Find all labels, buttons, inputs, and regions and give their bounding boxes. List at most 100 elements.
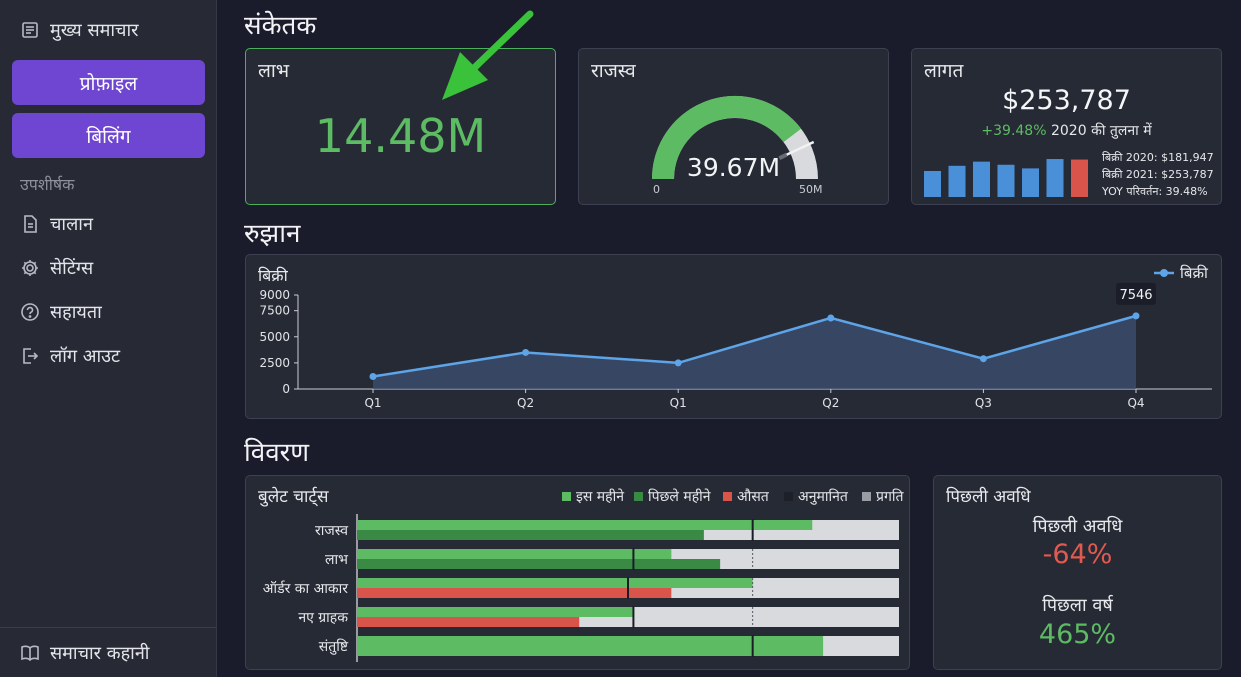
nav-top-news[interactable]: मुख्य समाचार bbox=[20, 18, 139, 42]
billing-button[interactable]: बिलिंग bbox=[12, 113, 205, 158]
legend-label: इस महीने bbox=[576, 489, 624, 505]
cost-legend-yoy: YOY परिवर्तन: 39.48% bbox=[1102, 185, 1208, 198]
trend-card-title: बिक्री bbox=[258, 266, 288, 285]
revenue-card[interactable]: राजस्व 39.67M 0 50M bbox=[578, 48, 889, 205]
bullet-legend-item[interactable]: प्रगति bbox=[862, 487, 903, 506]
bullet-row-label: ऑर्डर का आकार bbox=[262, 581, 348, 597]
x-tick-label: Q1 bbox=[670, 396, 687, 410]
data-point[interactable] bbox=[522, 348, 530, 356]
help-icon bbox=[21, 303, 39, 321]
data-point[interactable] bbox=[979, 355, 987, 363]
bullet-bar-previous[interactable] bbox=[357, 588, 672, 598]
bullet-row-label: नए ग्राहक bbox=[298, 610, 348, 626]
legend-label: औसत bbox=[737, 489, 769, 505]
sidebar-item-invoice[interactable]: चालान bbox=[20, 212, 93, 236]
bullet-card[interactable]: बुलेट चार्ट्स इस महीने पिछले महीने औसत अनुम… bbox=[245, 475, 910, 670]
x-tick-label: Q4 bbox=[1127, 396, 1144, 410]
profit-value: 14.48M bbox=[314, 109, 487, 163]
bullet-bar-current[interactable] bbox=[357, 578, 753, 588]
legend-label: अनुमानित bbox=[798, 489, 848, 505]
trend-card[interactable]: बिक्री 0 2500 5000 7500 9000 Q1 Q2 Q1 Q2 Q3 Q4 7546… bbox=[245, 254, 1222, 419]
gear-icon bbox=[22, 260, 38, 276]
cost-legend-2020: बिक्री 2020: $181,947 bbox=[1102, 151, 1214, 164]
x-tick-label: Q3 bbox=[975, 396, 992, 410]
section-title-details: विवरण bbox=[244, 438, 310, 468]
section-title-trends: रुझान bbox=[244, 219, 301, 249]
x-tick-label: Q1 bbox=[364, 396, 381, 410]
legend-label: पिछले महीने bbox=[648, 489, 711, 505]
legend-swatch bbox=[723, 492, 732, 501]
profile-button[interactable]: प्रोफ़ाइल bbox=[12, 60, 205, 105]
y-tick-label: 5000 bbox=[259, 330, 290, 344]
sidebar-item-settings[interactable]: सेटिंग्स bbox=[20, 256, 93, 280]
logout-icon bbox=[23, 348, 39, 364]
gauge-target-shadow bbox=[778, 152, 788, 160]
section-title-indicators: संकेतक bbox=[244, 11, 317, 41]
bullet-row-label: लाभ bbox=[325, 552, 348, 568]
cost-bar bbox=[1071, 159, 1088, 197]
bullet-legend-item[interactable]: इस महीने bbox=[562, 487, 624, 506]
trend-chart: 0 2500 5000 7500 9000 Q1 Q2 Q1 Q2 Q3 Q4 7546 बिक्री bbox=[259, 264, 1212, 410]
bullet-legend-item[interactable]: अनुमानित bbox=[784, 487, 848, 506]
gauge-value: 39.67M bbox=[686, 153, 781, 182]
bullet-legend-item[interactable]: पिछले महीने bbox=[634, 487, 711, 506]
bullet-bar-current[interactable] bbox=[357, 549, 672, 559]
cost-change-text: 2020 की तुलना में bbox=[1050, 123, 1152, 139]
cost-value: $253,787 bbox=[1002, 85, 1131, 116]
legend-swatch bbox=[562, 492, 571, 501]
cost-card[interactable]: लागत $253,787 +39.48% 2020 की तुलना में … bbox=[911, 48, 1222, 205]
sidebar-divider bbox=[0, 627, 217, 628]
gauge-min-label: 0 bbox=[653, 183, 660, 196]
cost-change-pct: +39.48% bbox=[981, 123, 1047, 139]
bullet-chart bbox=[356, 514, 899, 662]
previous-period-value: -64% bbox=[1042, 539, 1113, 570]
bullet-bar-previous[interactable] bbox=[357, 530, 704, 540]
bullet-bar-current[interactable] bbox=[357, 520, 813, 530]
y-tick-label: 0 bbox=[282, 382, 290, 396]
profit-card-title: लाभ bbox=[258, 60, 290, 82]
series-line bbox=[372, 314, 1137, 378]
x-tick-label: Q2 bbox=[822, 396, 839, 410]
legend-label: प्रगति bbox=[876, 489, 904, 505]
data-point[interactable] bbox=[674, 359, 682, 367]
previous-card[interactable]: पिछली अवधि पिछली अवधि -64% पिछला वर्ष 46… bbox=[933, 475, 1222, 670]
gauge-target-marker bbox=[786, 140, 815, 156]
data-point[interactable] bbox=[1132, 312, 1140, 320]
bullet-bar-previous[interactable] bbox=[357, 646, 824, 656]
data-point[interactable] bbox=[827, 314, 835, 322]
previous-year-value: 465% bbox=[1038, 619, 1117, 650]
sidebar-item-label: चालान bbox=[50, 214, 93, 235]
tooltip-box bbox=[1116, 282, 1156, 305]
data-point[interactable] bbox=[369, 372, 377, 380]
bullet-bar-current[interactable] bbox=[357, 636, 824, 646]
legend-marker bbox=[1160, 269, 1168, 277]
cost-change: +39.48% 2020 की तुलना में bbox=[912, 121, 1221, 140]
tooltip-value: 7546 bbox=[1119, 288, 1152, 303]
bullet-card-title: बुलेट चार्ट्स bbox=[258, 487, 329, 507]
previous-period-label: पिछली अवधि bbox=[1032, 516, 1123, 537]
revenue-card-title: राजस्व bbox=[591, 60, 636, 82]
revenue-gauge bbox=[652, 96, 818, 180]
bullet-bar-current[interactable] bbox=[357, 607, 634, 617]
nav-news-story[interactable]: समाचार कहानी bbox=[20, 641, 149, 665]
bullet-row-label: संतुष्टि bbox=[318, 639, 348, 655]
gauge-fill bbox=[652, 96, 802, 180]
newspaper-icon bbox=[22, 22, 38, 38]
cost-bar-chart bbox=[924, 159, 1088, 197]
y-tick-label: 2500 bbox=[259, 356, 290, 370]
x-tick-label: Q2 bbox=[517, 396, 534, 410]
cost-bar bbox=[973, 161, 990, 197]
sidebar-item-help[interactable]: सहायता bbox=[20, 300, 102, 324]
sidebar-item-logout[interactable]: लॉग आउट bbox=[20, 344, 120, 368]
bullet-row-label: राजस्व bbox=[315, 523, 348, 539]
cost-card-title: लागत bbox=[924, 60, 964, 82]
bullet-bar-previous[interactable] bbox=[357, 559, 721, 569]
sidebar: मुख्य समाचार प्रोफ़ाइल बिलिंग उपशीर्षक च… bbox=[0, 0, 217, 677]
gauge-max-label: 50M bbox=[799, 183, 823, 196]
legend-label: बिक्री bbox=[1180, 264, 1209, 282]
cost-bar bbox=[948, 165, 966, 197]
profit-card[interactable]: लाभ 14.48M bbox=[245, 48, 556, 205]
bullet-bar-previous[interactable] bbox=[357, 617, 580, 627]
bullet-legend-item[interactable]: औसत bbox=[723, 487, 769, 506]
annotation-arrow bbox=[442, 10, 534, 100]
